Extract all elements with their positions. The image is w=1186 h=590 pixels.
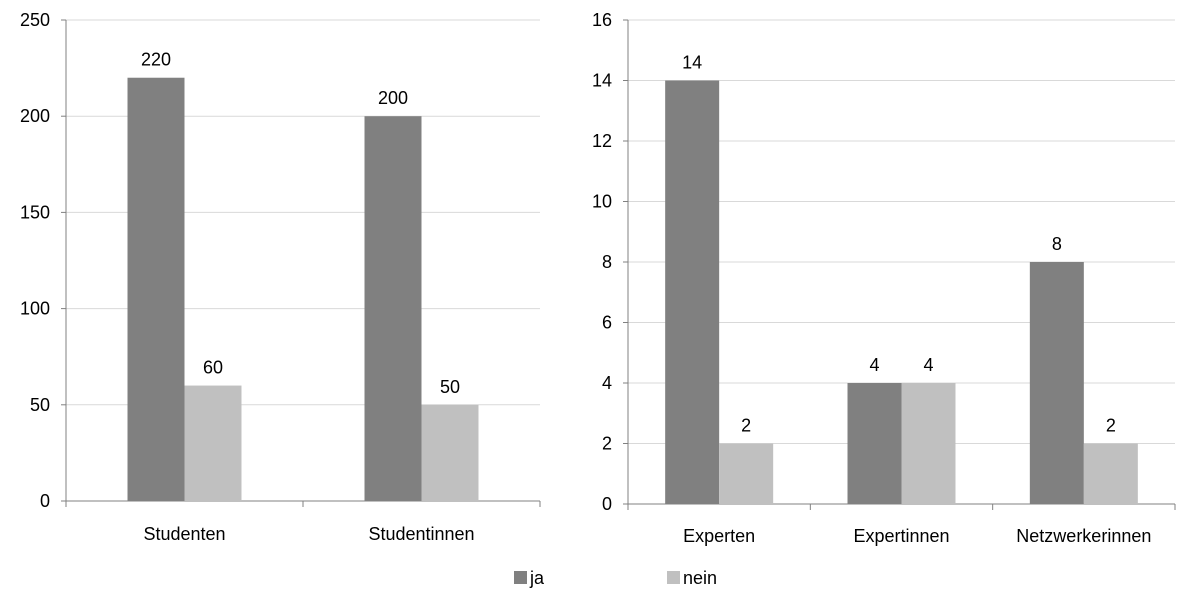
y-tick-label: 10 <box>592 192 612 212</box>
y-tick-label: 2 <box>602 434 612 454</box>
y-tick-label: 100 <box>20 299 50 319</box>
y-tick-label: 50 <box>30 395 50 415</box>
legend: ja nein <box>514 568 717 588</box>
y-tick-label: 200 <box>20 106 50 126</box>
x-category-label: Studenten <box>143 524 225 544</box>
chart-left: 0 50 100 150 200 250 220 60 Studenten 200 50 Studen… <box>20 10 541 544</box>
data-label: 4 <box>869 355 879 375</box>
data-label: 14 <box>682 53 702 73</box>
y-tick-label: 0 <box>40 491 50 511</box>
data-label: 8 <box>1052 234 1062 254</box>
bar-nein <box>184 385 242 501</box>
y-tick-label: 16 <box>592 10 612 30</box>
y-tick-label: 14 <box>592 71 612 91</box>
legend-label-nein: nein <box>683 568 717 588</box>
bar-ja <box>665 80 720 504</box>
data-label: 4 <box>923 355 933 375</box>
y-tick-label: 150 <box>20 202 50 222</box>
chart-right: 0 2 4 6 8 10 12 14 16 14 2 Experten 4 4 Expertinnen 8 2 N… <box>592 10 1176 546</box>
legend-swatch-nein <box>667 571 680 584</box>
y-tick-label: 8 <box>602 252 612 272</box>
bar-ja <box>127 77 185 501</box>
data-label: 60 <box>203 358 223 378</box>
x-category-label: Expertinnen <box>853 526 949 546</box>
data-label: 50 <box>440 377 460 397</box>
y-tick-label: 12 <box>592 131 612 151</box>
data-label: 2 <box>741 416 751 436</box>
bar-ja <box>847 383 902 504</box>
data-label: 2 <box>1106 416 1116 436</box>
data-label: 220 <box>141 50 171 70</box>
bar-nein <box>901 383 956 504</box>
bar-ja <box>1029 262 1084 504</box>
y-tick-label: 250 <box>20 10 50 30</box>
x-category-label: Experten <box>683 526 755 546</box>
bar-nein <box>421 404 479 501</box>
x-category-label: Studentinnen <box>368 524 474 544</box>
y-tick-label: 4 <box>602 373 612 393</box>
legend-label-ja: ja <box>529 568 545 588</box>
y-tick-label: 0 <box>602 494 612 514</box>
legend-swatch-ja <box>514 571 527 584</box>
bar-ja <box>364 116 422 501</box>
x-category-label: Netzwerkerinnen <box>1016 526 1151 546</box>
bar-nein <box>719 443 774 504</box>
data-label: 200 <box>378 88 408 108</box>
bar-nein <box>1083 443 1138 504</box>
y-tick-label: 6 <box>602 313 612 333</box>
